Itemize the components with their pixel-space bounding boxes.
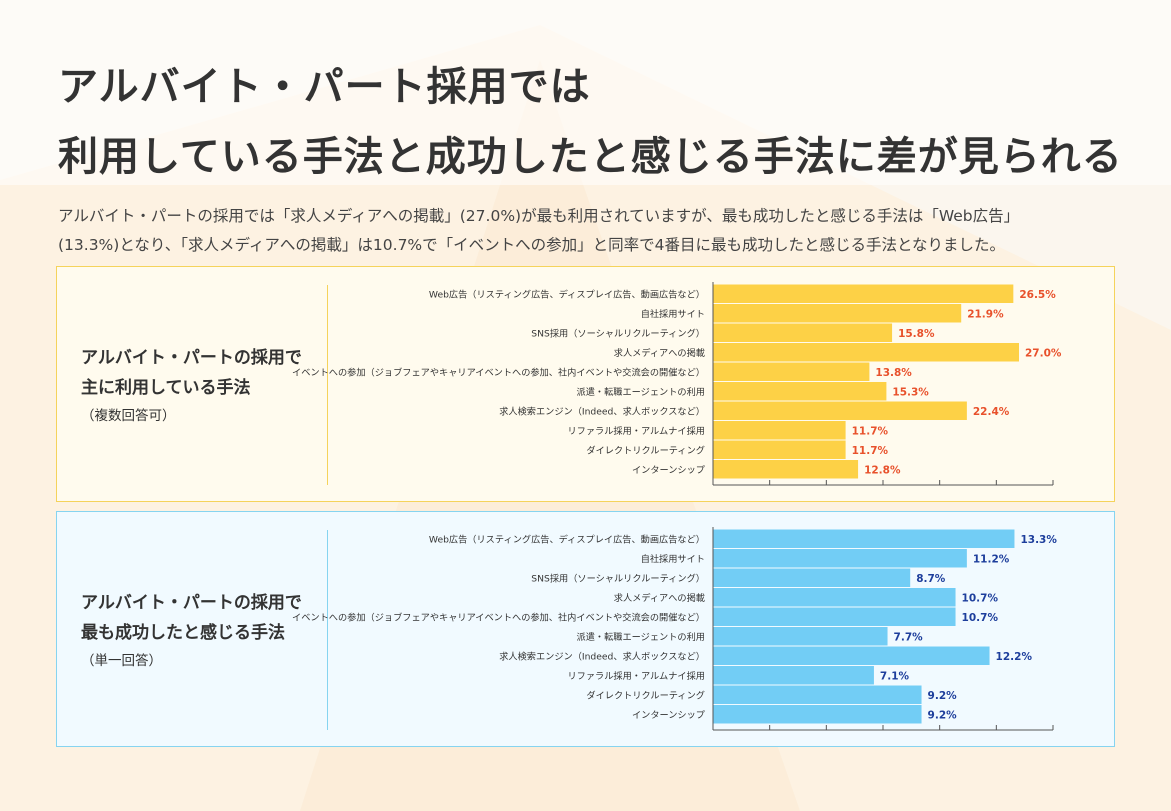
category-label: ダイレクトリクルーティング [586, 689, 705, 701]
bar [713, 401, 967, 420]
value-label: 8.7% [916, 573, 946, 585]
description-line-1: アルバイト・パートの採用では「求人メディアへの掲載」(27.0%)が最も利用され… [58, 207, 1020, 225]
category-label: 派遣・転職エージェントの利用 [577, 631, 705, 643]
category-label: イベントへの参加（ジョブフェアやキャリアイベントへの参加、社内イベントや交流会の… [292, 611, 705, 623]
bar [713, 627, 888, 646]
value-label: 13.3% [1020, 534, 1057, 546]
panel-note: （複数回答可） [81, 408, 176, 424]
category-label: SNS採用（ソーシャルリクルーティング） [531, 572, 705, 584]
category-label: Web広告（リスティング広告、ディスプレイ広告、動画広告など） [429, 533, 705, 545]
bar [713, 705, 922, 724]
value-label: 11.2% [973, 553, 1010, 565]
category-label: インターンシップ [632, 710, 706, 721]
page-title-line-2: 利用している手法と成功したと感じる手法に差が見られる [58, 134, 1123, 180]
bar [713, 549, 967, 568]
bar [713, 323, 893, 342]
bar [713, 382, 887, 401]
panel-divider [327, 285, 328, 485]
used-methods-panel: アルバイト・パートの採用で 主に利用している手法 （複数回答可） Web広告（リ… [56, 266, 1115, 502]
category-label: リファラル採用・アルムナイ採用 [567, 670, 705, 682]
bar [713, 460, 859, 479]
value-label: 26.5% [1019, 289, 1056, 301]
bar [713, 421, 846, 440]
category-label: Web広告（リスティング広告、ディスプレイ広告、動画広告など） [429, 288, 705, 300]
category-label: 求人メディアへの掲載 [614, 347, 705, 359]
bar [713, 685, 922, 704]
used-methods-panel-label: アルバイト・パートの採用で 主に利用している手法 （複数回答可） [81, 343, 302, 429]
used-methods-bar-chart: Web広告（リスティング広告、ディスプレイ広告、動画広告など） 26.5% 自社採用… [292, 282, 1062, 486]
value-label: 11.7% [852, 425, 889, 437]
category-label: ダイレクトリクルーティング [586, 444, 705, 456]
value-label: 9.2% [928, 709, 958, 721]
bar [713, 607, 956, 626]
bar [713, 284, 1014, 303]
bar [713, 362, 870, 381]
value-label: 21.9% [967, 308, 1004, 320]
panel-label-line-1: アルバイト・パートの採用で [81, 593, 302, 613]
category-label: 自社採用サイト [641, 308, 705, 320]
category-label: インターンシップ [632, 465, 706, 476]
value-label: 15.8% [898, 328, 935, 340]
bar [713, 529, 1015, 548]
value-label: 15.3% [892, 386, 929, 398]
category-label: リファラル採用・アルムナイ採用 [567, 425, 705, 437]
value-label: 13.8% [875, 367, 912, 379]
value-label: 27.0% [1025, 347, 1062, 359]
value-label: 7.1% [880, 670, 910, 682]
bar [713, 588, 956, 607]
success-methods-panel-label: アルバイト・パートの採用で 最も成功したと感じる手法 （単一回答） [81, 588, 302, 674]
page-title-line-1: アルバイト・パート採用では [58, 64, 591, 110]
category-label: 求人検索エンジン（Indeed、求人ボックスなど） [499, 650, 705, 662]
category-label: 派遣・転職エージェントの利用 [577, 386, 705, 398]
category-label: 求人メディアへの掲載 [614, 592, 705, 604]
bar [713, 646, 990, 665]
value-label: 11.7% [852, 445, 889, 457]
bar [713, 666, 874, 685]
description-line-2: (13.3%)となり、「求人メディアへの掲載」は10.7%で「イベントへの参加」… [58, 236, 1006, 254]
value-label: 10.7% [962, 592, 999, 604]
category-label: 自社採用サイト [641, 553, 705, 565]
bar [713, 440, 846, 459]
panel-label-line-1: アルバイト・パートの採用で [81, 348, 302, 368]
panel-divider [327, 530, 328, 730]
bar [713, 568, 911, 587]
category-label: SNS採用（ソーシャルリクルーティング） [531, 327, 705, 339]
panel-note: （単一回答） [81, 653, 162, 669]
category-label: イベントへの参加（ジョブフェアやキャリアイベントへの参加、社内イベントや交流会の… [292, 366, 705, 378]
value-label: 7.7% [894, 631, 924, 643]
value-label: 10.7% [962, 612, 999, 624]
value-label: 9.2% [928, 690, 958, 702]
panel-label-line-2: 最も成功したと感じる手法 [81, 623, 285, 643]
value-label: 12.2% [996, 651, 1033, 663]
success-methods-bar-chart: Web広告（リスティング広告、ディスプレイ広告、動画広告など） 13.3% 自社採用… [292, 527, 1057, 731]
bar [713, 343, 1019, 362]
success-methods-panel: アルバイト・パートの採用で 最も成功したと感じる手法 （単一回答） Web広告（… [56, 511, 1115, 747]
value-label: 12.8% [864, 464, 901, 476]
value-label: 22.4% [973, 406, 1010, 418]
category-label: 求人検索エンジン（Indeed、求人ボックスなど） [499, 405, 705, 417]
bar [713, 304, 962, 323]
panel-label-line-2: 主に利用している手法 [81, 378, 251, 398]
